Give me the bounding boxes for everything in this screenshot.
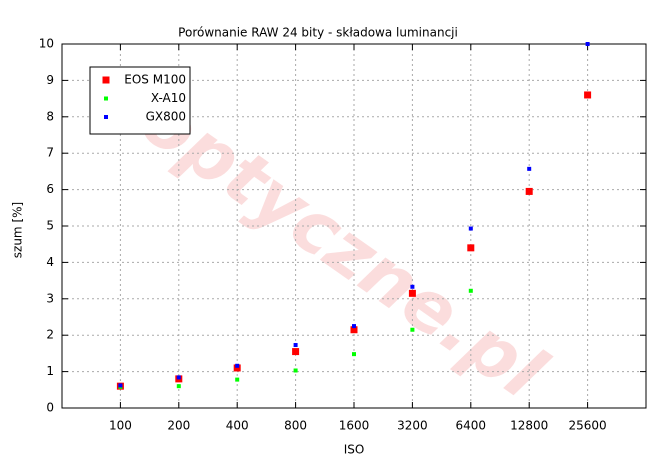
point <box>292 348 300 356</box>
x-tick-label: 12800 <box>510 419 548 433</box>
y-tick-label: 8 <box>46 109 54 123</box>
y-tick-label: 5 <box>46 219 54 233</box>
y-tick-label: 4 <box>46 255 54 269</box>
x-tick-label: 3200 <box>397 419 428 433</box>
legend-label: EOS M100 <box>124 73 186 87</box>
y-tick-label: 10 <box>39 37 54 51</box>
point <box>118 383 123 388</box>
point <box>176 375 181 380</box>
point <box>585 42 590 46</box>
y-tick-label: 7 <box>46 146 54 160</box>
legend-label: GX800 <box>146 110 186 124</box>
y-tick-label: 3 <box>46 291 54 305</box>
x-tick-label: 6400 <box>456 419 487 433</box>
x-tick-label: 200 <box>167 419 190 433</box>
point <box>293 368 298 373</box>
y-tick-label: 9 <box>46 73 54 87</box>
point <box>525 187 533 195</box>
point <box>176 384 181 389</box>
chart-title: Porównanie RAW 24 bity - składowa lumina… <box>178 26 458 40</box>
x-tick-label: 100 <box>109 419 132 433</box>
point <box>233 364 241 372</box>
x-axis-label: ISO <box>344 443 365 457</box>
point <box>527 166 532 171</box>
y-axis-label: szum [%] <box>11 202 25 258</box>
plot-frame <box>61 43 647 409</box>
point <box>408 289 416 297</box>
x-tick-label: 400 <box>226 419 249 433</box>
y-tick-label: 1 <box>46 364 54 378</box>
legend-marker <box>104 96 108 101</box>
point <box>235 377 240 382</box>
x-tick-label: 25600 <box>569 419 607 433</box>
x-tick-label: 1600 <box>339 419 370 433</box>
y-tick-label: 6 <box>46 182 54 196</box>
point <box>352 324 356 329</box>
point <box>468 288 473 293</box>
point <box>350 326 358 334</box>
y-tick-label: 2 <box>46 328 54 342</box>
point <box>467 244 475 252</box>
point <box>584 91 592 99</box>
point <box>293 343 298 348</box>
point <box>410 327 415 332</box>
watermark: optyczne.pl <box>126 76 561 416</box>
x-tick-label: 800 <box>284 419 307 433</box>
legend-marker <box>102 76 110 84</box>
legend-label: X-A10 <box>151 91 186 105</box>
legend-marker <box>104 115 108 119</box>
point <box>410 284 415 289</box>
point <box>235 363 240 368</box>
point <box>468 226 473 231</box>
point <box>352 352 356 357</box>
y-tick-label: 0 <box>46 401 54 415</box>
